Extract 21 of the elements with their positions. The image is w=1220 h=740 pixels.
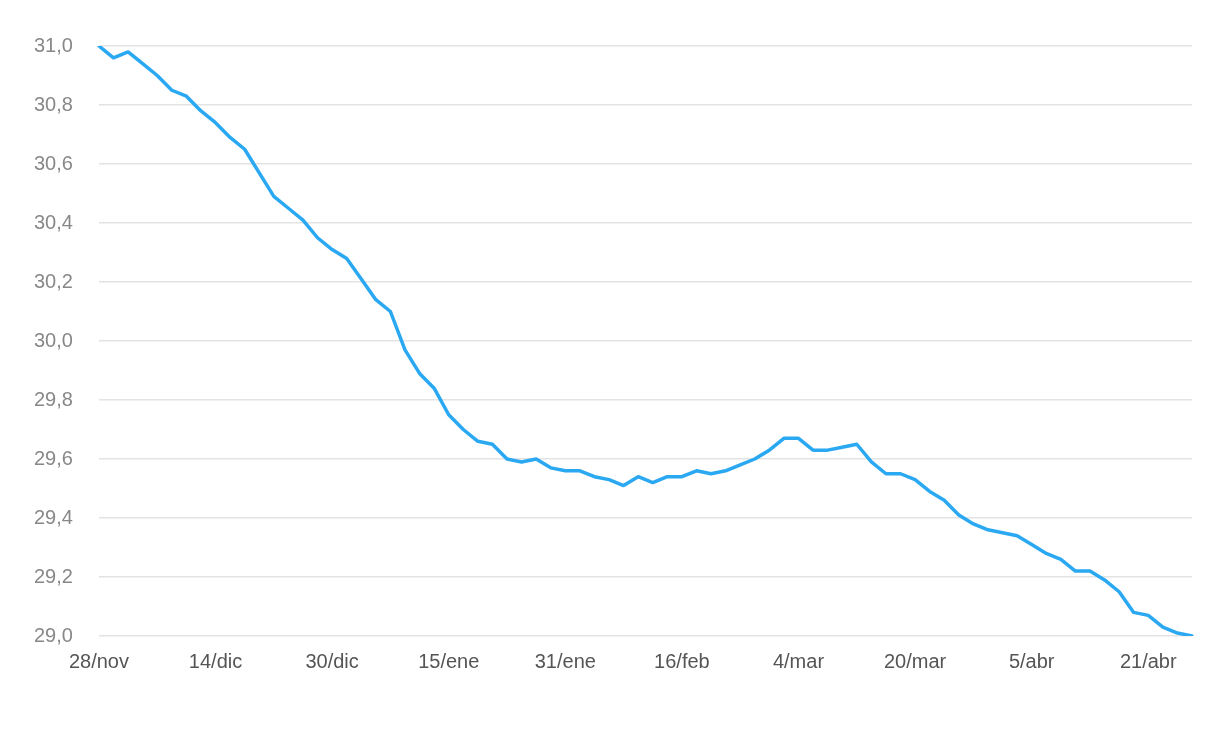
y-tick-label: 30,2 — [33, 269, 73, 292]
x-tick-label: 28/nov — [68, 649, 129, 672]
y-tick-label: 30,8 — [33, 92, 73, 115]
x-tick-label: 16/feb — [654, 649, 710, 672]
y-tick-label: 31,0 — [33, 33, 73, 56]
y-tick-label: 29,6 — [33, 446, 73, 469]
y-tick-label: 30,6 — [33, 151, 73, 174]
y-tick-label: 29,0 — [33, 623, 73, 646]
x-tick-label: 21/abr — [1119, 649, 1177, 672]
x-tick-label: 5/abr — [1008, 649, 1055, 672]
x-tick-label: 31/ene — [534, 649, 596, 672]
y-tick-label: 29,2 — [33, 564, 73, 587]
y-tick-label: 29,4 — [33, 505, 73, 528]
x-tick-label: 20/mar — [883, 649, 947, 672]
x-tick-label: 30/dic — [305, 649, 359, 672]
x-tick-label: 4/mar — [772, 649, 825, 672]
x-tick-label: 15/ene — [418, 649, 480, 672]
y-tick-label: 29,8 — [33, 387, 73, 410]
y-tick-label: 30,0 — [33, 328, 73, 351]
y-tick-label: 30,4 — [33, 210, 73, 233]
x-tick-label: 14/dic — [188, 649, 243, 672]
